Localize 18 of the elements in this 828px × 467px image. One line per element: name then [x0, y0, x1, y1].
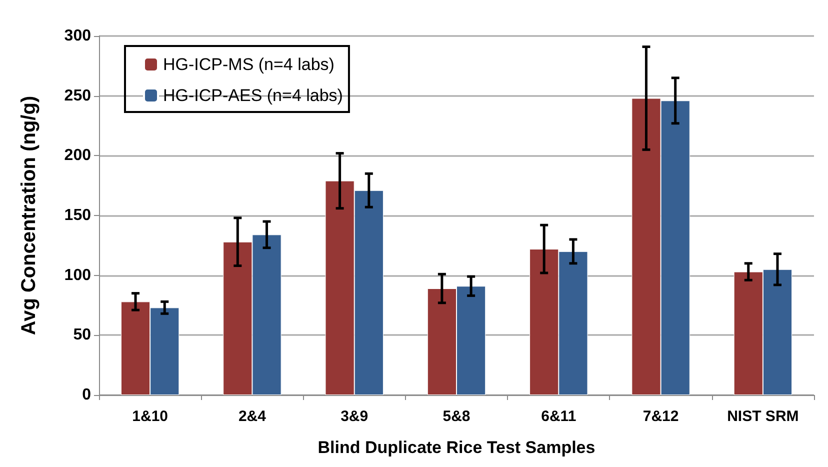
x-tick-label: 2&4 [238, 408, 267, 425]
x-tick-label: 6&11 [541, 408, 576, 425]
x-tick-label: 3&9 [340, 408, 368, 425]
y-tick-label: 150 [64, 207, 92, 224]
y-tick-label: 200 [64, 147, 92, 164]
x-tick-label: NIST SRM [727, 408, 799, 425]
y-tick-label: 100 [64, 266, 92, 284]
legend-label: HG-ICP-AES (n=4 labs) [163, 86, 343, 105]
x-tick-label: 1&10 [132, 408, 168, 425]
x-tick-label: 5&8 [442, 408, 470, 425]
y-tick-label: 250 [64, 87, 92, 104]
x-tick-label: 7&12 [642, 408, 679, 425]
y-tick-label: 300 [64, 28, 92, 44]
y-axis-title: Avg Concentration (ng/g) [18, 96, 40, 336]
legend-label: HG-ICP-MS (n=4 labs) [163, 55, 334, 74]
y-tick-label: 50 [73, 326, 92, 344]
x-axis-title: Blind Duplicate Rice Test Samples [318, 438, 596, 457]
y-tick-label: 0 [82, 386, 92, 404]
